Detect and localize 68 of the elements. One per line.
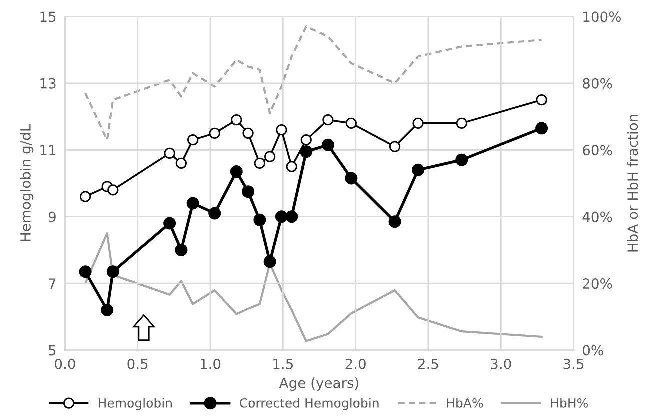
y-tick-label: 15: [40, 12, 56, 22]
x-tick-label: 3.5: [564, 358, 584, 370]
point: [264, 256, 276, 268]
x-tick-label: 0.5: [128, 358, 148, 370]
point: [208, 207, 222, 220]
y2-axis-title: HbA or HbH fraction: [627, 115, 638, 252]
y-tick-label: 5: [49, 345, 56, 356]
y2-tick-label: 60%: [583, 145, 612, 156]
y-axis-title: Hemoglobin g/dL: [20, 124, 34, 242]
point: [242, 186, 255, 198]
point: [254, 214, 266, 226]
y2-tick-label: 40%: [582, 212, 612, 222]
line-series: [84, 26, 543, 142]
point: [300, 146, 313, 158]
point: [101, 304, 114, 316]
legend-label: Hemoglobin: [98, 398, 172, 410]
point: [286, 210, 298, 224]
point: [300, 134, 312, 146]
point: [176, 158, 187, 170]
legend-label: HbH%: [551, 398, 588, 408]
point: [106, 266, 120, 278]
point: [242, 128, 254, 139]
point: [275, 210, 288, 224]
point: [188, 134, 199, 146]
point: [230, 166, 243, 178]
x-tick-label: 1.5: [274, 359, 293, 370]
point: [456, 154, 468, 166]
y-tick-label: 13: [40, 78, 56, 89]
y-tick-label: 7: [49, 278, 56, 289]
point: [164, 217, 176, 230]
line-series: [84, 232, 543, 342]
point: [412, 118, 424, 129]
x-tick-label: 1.0: [200, 358, 221, 370]
point: [164, 148, 176, 160]
x-tick-label: 0.0: [55, 358, 76, 370]
y-tick-label: 9: [48, 212, 56, 222]
point: [276, 124, 288, 136]
point: [456, 118, 468, 129]
legend-label: Corrected Hemoglobin: [240, 398, 379, 410]
point: [175, 244, 188, 256]
x-tick-label: 2.5: [418, 358, 438, 370]
point: [108, 184, 119, 196]
point: [264, 151, 276, 162]
point: [186, 197, 200, 210]
point: [286, 161, 298, 172]
y2-tick-label: 20%: [583, 278, 612, 290]
x-tick-label: 2.0: [346, 358, 366, 370]
point: [388, 216, 402, 228]
point: [536, 94, 548, 106]
point: [79, 266, 92, 278]
legend-label: HbA%: [447, 398, 484, 408]
point: [209, 128, 220, 139]
point: [322, 138, 334, 152]
y2-tick-label: 0%: [583, 345, 604, 356]
point: [389, 141, 401, 152]
point: [80, 191, 92, 202]
x-axis-title: Age (years): [279, 378, 358, 392]
y-tick-label: 11: [40, 145, 56, 156]
point: [254, 158, 266, 170]
x-tick-label: 3.0: [491, 358, 512, 370]
point: [322, 114, 334, 126]
y2-tick-label: 80%: [583, 78, 612, 89]
point: [231, 114, 242, 126]
point: [345, 172, 358, 185]
point: [536, 122, 548, 135]
point: [412, 164, 425, 176]
point: [346, 118, 358, 129]
y2-tick-label: 100%: [584, 12, 622, 22]
